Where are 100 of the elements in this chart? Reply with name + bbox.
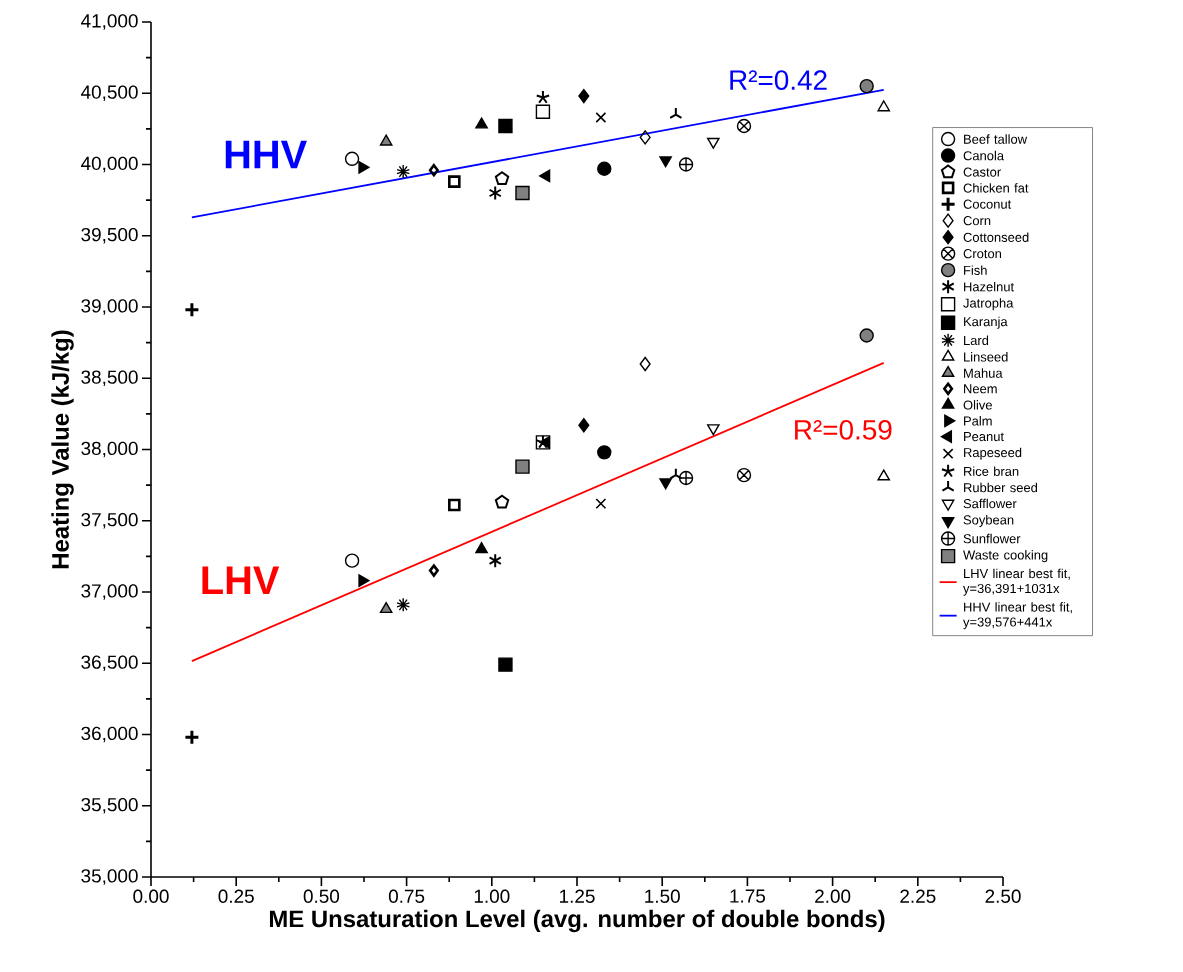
legend-label: Rapeseed bbox=[964, 447, 1022, 460]
y-tick-label: 37,000 bbox=[81, 584, 138, 600]
x-tick-label: 1.50 bbox=[645, 889, 680, 903]
point bbox=[639, 130, 651, 145]
x-tick-label: 0.75 bbox=[388, 889, 425, 903]
legend-label: Rubber seed bbox=[964, 482, 1038, 493]
point bbox=[539, 169, 551, 183]
point bbox=[535, 90, 551, 104]
y-tick-label: 41,000 bbox=[81, 14, 138, 30]
point bbox=[488, 553, 502, 569]
legend-label: Chicken fat bbox=[963, 183, 1029, 193]
point bbox=[494, 494, 510, 509]
y-tick-label: 35,500 bbox=[81, 797, 138, 814]
x-tick-label: 1.00 bbox=[474, 889, 510, 903]
point bbox=[498, 118, 513, 134]
y-tick-label: 37,500 bbox=[81, 512, 138, 529]
y-tick-label: 35,000 bbox=[81, 869, 138, 885]
point bbox=[498, 657, 513, 672]
point bbox=[183, 301, 200, 318]
x-tick-label: 2.00 bbox=[815, 889, 851, 903]
legend-label: Karanja bbox=[964, 316, 1008, 329]
point bbox=[877, 469, 891, 481]
point bbox=[428, 163, 439, 177]
y-tick-label: 38,500 bbox=[81, 370, 138, 387]
point bbox=[535, 104, 551, 119]
point bbox=[344, 553, 360, 568]
point bbox=[678, 470, 694, 486]
point bbox=[859, 328, 874, 343]
legend-label: Waste cooking bbox=[963, 550, 1048, 563]
x-tick-label: 2.25 bbox=[900, 889, 936, 903]
point bbox=[396, 597, 411, 613]
point bbox=[597, 161, 612, 176]
y-tick-label: 36,500 bbox=[81, 655, 138, 672]
legend-label: Soybean bbox=[963, 514, 1014, 528]
point bbox=[488, 185, 502, 201]
point bbox=[515, 459, 530, 474]
legend-label: Fish bbox=[964, 265, 987, 275]
point bbox=[736, 118, 752, 134]
legend-label: Cottonseed bbox=[963, 232, 1029, 242]
legend-label: Corn bbox=[963, 216, 991, 226]
point bbox=[707, 137, 720, 149]
point bbox=[475, 117, 488, 129]
point bbox=[578, 418, 590, 433]
legend-label: Palm bbox=[964, 416, 992, 426]
point bbox=[396, 164, 411, 179]
y-tick-label: 40,000 bbox=[81, 156, 138, 173]
x-tick-label: 0.50 bbox=[303, 889, 340, 903]
point bbox=[515, 185, 530, 201]
point bbox=[448, 498, 461, 512]
x-tick-label: 1.75 bbox=[730, 889, 766, 903]
point bbox=[669, 107, 683, 119]
legend-label: Neem bbox=[964, 384, 997, 394]
point bbox=[358, 574, 370, 587]
legend-label: Canola bbox=[963, 150, 1005, 161]
legend-label: Coconut bbox=[963, 199, 1012, 209]
x-tick-label: 0.00 bbox=[133, 889, 169, 903]
point bbox=[379, 134, 393, 146]
point bbox=[379, 601, 393, 614]
point bbox=[428, 564, 439, 577]
legend-label: Safflower bbox=[963, 498, 1017, 509]
legend-label: Sunflower bbox=[963, 533, 1021, 544]
y-tick-label: 39,500 bbox=[81, 227, 138, 244]
point bbox=[595, 112, 607, 123]
legend-label: Olive bbox=[963, 400, 992, 410]
legend-label: HHV linear best fit, y=39,576+441x bbox=[963, 602, 1072, 630]
point bbox=[494, 171, 510, 185]
point bbox=[578, 88, 590, 104]
legend-label: Castor bbox=[963, 167, 1001, 177]
point bbox=[659, 478, 672, 490]
annotation: R²=0.42 bbox=[730, 70, 827, 90]
y-tick-label: 36,000 bbox=[81, 726, 138, 743]
legend-label: Beef tallow bbox=[964, 134, 1028, 144]
point bbox=[448, 175, 461, 188]
legend-label: Peanut bbox=[964, 432, 1004, 442]
y-tick-label: 40,500 bbox=[81, 85, 138, 102]
annotation: HHV bbox=[225, 140, 307, 169]
point bbox=[859, 78, 874, 94]
legend-label: Jatropha bbox=[963, 298, 1014, 311]
legend-label: Mahua bbox=[964, 368, 1003, 378]
legend-label: Hazelnut bbox=[964, 281, 1015, 292]
point bbox=[475, 542, 488, 554]
y-tick-label: 38,000 bbox=[81, 441, 138, 458]
point bbox=[639, 356, 651, 372]
annotation: R²=0.59 bbox=[795, 419, 892, 440]
point bbox=[597, 445, 612, 460]
point bbox=[344, 151, 360, 166]
legend-label: Linseed bbox=[964, 352, 1008, 362]
legend-label: Croton bbox=[963, 249, 1002, 259]
y-axis-title: Heating Value (kJ/kg) bbox=[51, 330, 74, 569]
annotation: LHV bbox=[202, 566, 280, 595]
point bbox=[678, 157, 694, 172]
point bbox=[595, 498, 607, 510]
point bbox=[358, 161, 370, 174]
point bbox=[736, 467, 752, 483]
legend-label: Rice bran bbox=[964, 466, 1019, 476]
point bbox=[183, 729, 200, 746]
y-tick-label: 39,000 bbox=[81, 299, 138, 315]
x-tick-label: 2.50 bbox=[985, 889, 1021, 903]
x-tick-label: 0.25 bbox=[218, 889, 254, 903]
point bbox=[877, 100, 891, 112]
